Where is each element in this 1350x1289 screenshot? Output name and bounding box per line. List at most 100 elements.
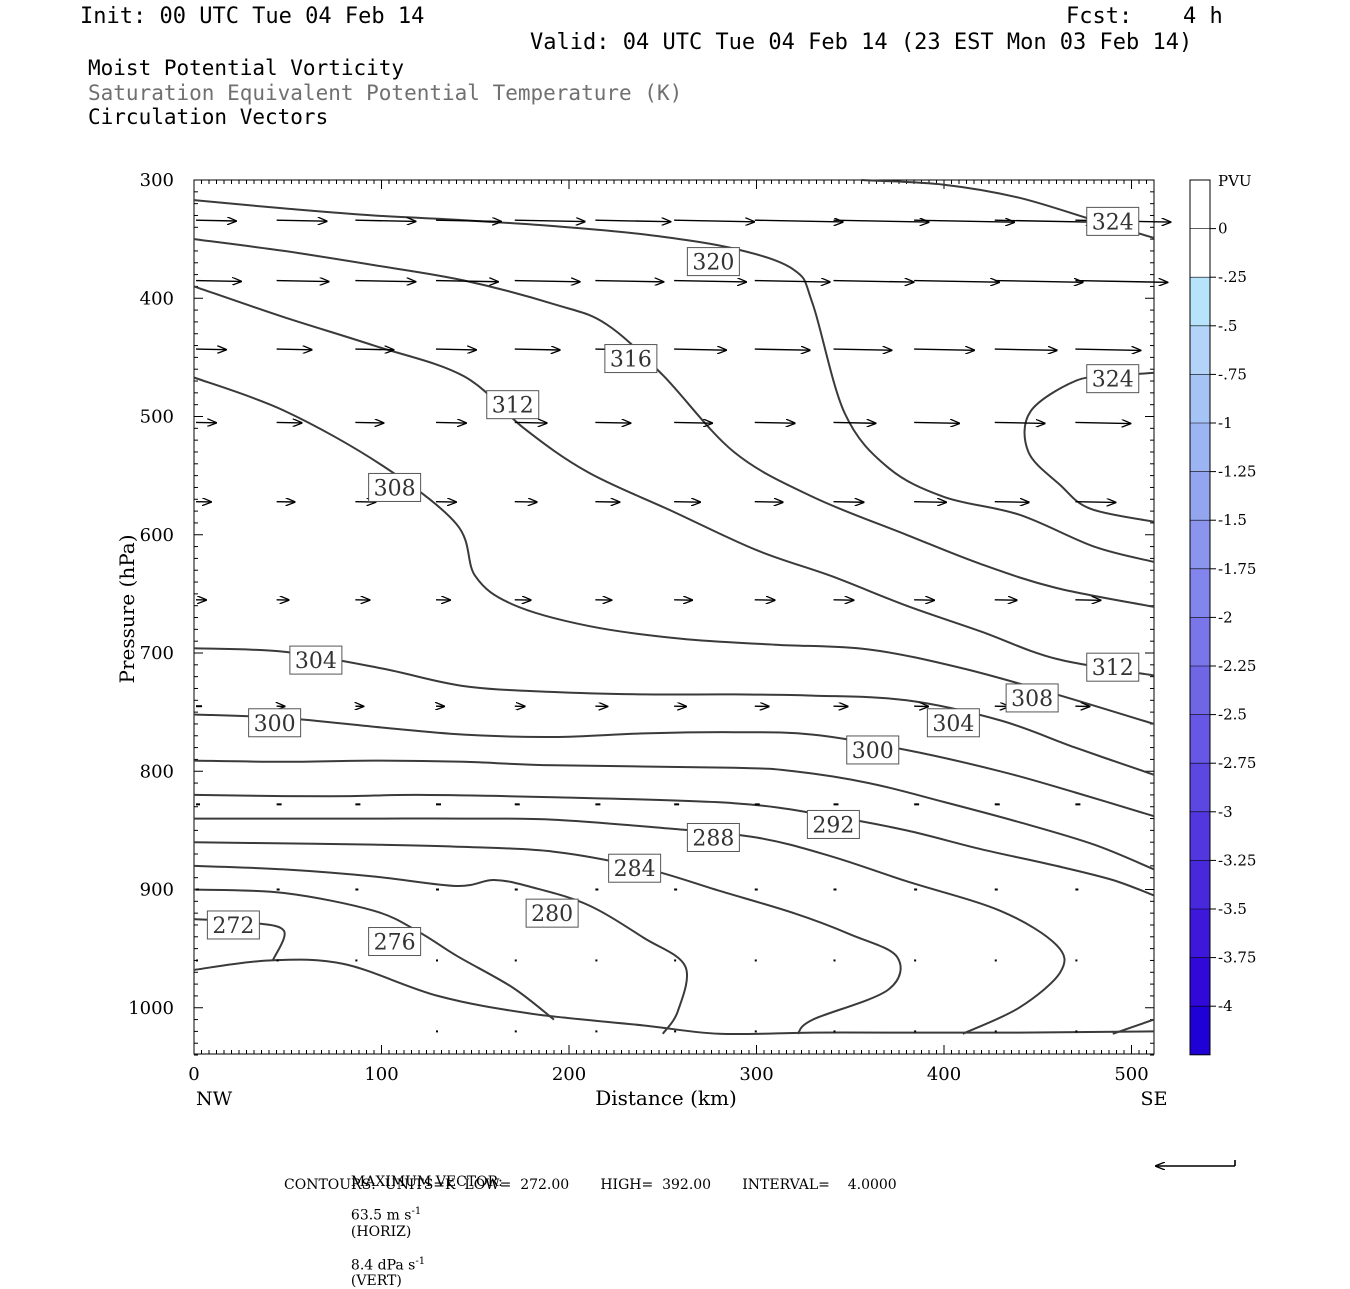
circulation-vector — [834, 281, 914, 283]
contour-info: CONTOURS: UNITS=K LOW= 272.00 HIGH= 392.… — [284, 1177, 897, 1193]
circulation-vector — [355, 349, 393, 350]
colorbar-label: -1 — [1218, 414, 1233, 432]
contour-label-316: 316 — [605, 345, 657, 373]
contour-label-292: 292 — [807, 810, 859, 838]
colorbar-swatch — [1190, 812, 1210, 861]
colorbar-swatch — [1190, 715, 1210, 764]
colorbar-swatch — [1190, 958, 1210, 1007]
x-tick-label: 100 — [364, 1064, 398, 1085]
vert-tag: (VERT) — [351, 1273, 402, 1289]
circulation-vector — [595, 220, 670, 222]
colorbar-swatch — [1190, 617, 1210, 666]
circulation-vector — [595, 422, 630, 423]
contour-label-text: 304 — [295, 649, 337, 674]
circulation-vector — [595, 281, 663, 282]
exp-vert: -1 — [415, 1256, 425, 1267]
x-tick-label: 500 — [1114, 1064, 1148, 1085]
contour-label-320: 320 — [687, 248, 739, 276]
contour-label-300: 300 — [847, 736, 899, 764]
colorbar-label: -2 — [1218, 608, 1233, 626]
circulation-vector — [1075, 422, 1130, 423]
y-tick-label: 800 — [140, 761, 174, 782]
contour-label-276: 276 — [369, 928, 421, 956]
x-tick-label: 200 — [552, 1064, 586, 1085]
circulation-vector — [436, 281, 498, 282]
contour-label-text: 300 — [852, 739, 894, 764]
contour-label-280: 280 — [526, 899, 578, 927]
contour-288 — [194, 819, 1065, 1034]
circulation-vector — [674, 502, 700, 503]
contour-label-304: 304 — [927, 709, 979, 737]
contour-label-308: 308 — [1006, 684, 1058, 712]
colorbar-swatch — [1190, 326, 1210, 375]
contour-label-284: 284 — [609, 854, 661, 882]
circulation-vector — [277, 349, 312, 350]
circulation-vector — [515, 281, 580, 282]
contour-label-text: 292 — [812, 813, 854, 838]
colorbar-swatch — [1190, 472, 1210, 521]
contour-label-text: 324 — [1092, 210, 1134, 235]
contour-312 — [194, 286, 1154, 675]
y-tick-label: 500 — [140, 407, 174, 428]
colorbar-swatch — [1190, 860, 1210, 909]
y-tick-label: 600 — [140, 525, 174, 546]
colorbar-unit: PVU — [1218, 172, 1252, 190]
contour-label-288: 288 — [687, 823, 739, 851]
y-tick-label: 400 — [140, 288, 174, 309]
max-vector-horiz: 63.5 m s — [351, 1208, 412, 1224]
colorbar-label: -.75 — [1218, 365, 1247, 383]
colorbar-label: -2.75 — [1218, 754, 1256, 772]
circulation-vector — [914, 281, 999, 283]
circulation-vector — [1075, 600, 1100, 601]
circulation-vector — [755, 422, 795, 423]
contour-label-text: 300 — [254, 712, 296, 737]
circulation-vector — [196, 281, 241, 282]
y-tick-label: 700 — [140, 643, 174, 664]
colorbar-label: -3 — [1218, 803, 1233, 821]
horiz-tag: (HORIZ) — [351, 1224, 411, 1240]
circulation-vector — [995, 281, 1083, 283]
colorbar-swatch — [1190, 666, 1210, 715]
colorbar-swatch — [1190, 374, 1210, 423]
contour-label-324: 324 — [1087, 365, 1139, 393]
plot-frame — [194, 180, 1154, 1054]
contour-label-312: 312 — [487, 391, 539, 419]
contour-label-text: 316 — [610, 348, 652, 373]
contour-label-text: 280 — [531, 902, 573, 927]
circulation-vector — [436, 220, 501, 221]
colorbar-label: -2.5 — [1218, 706, 1247, 724]
circulation-vector — [995, 349, 1057, 350]
circulation-vector — [674, 422, 712, 423]
contour-324 — [1025, 373, 1154, 522]
circulation-vector — [436, 422, 466, 423]
y-axis-title: Pressure (hPa) — [115, 535, 139, 684]
colorbar-swatch — [1190, 763, 1210, 812]
circulation-vector — [515, 422, 547, 423]
colorbar-label: -.5 — [1218, 317, 1237, 335]
y-tick-label: 300 — [140, 170, 174, 191]
circulation-vector — [196, 349, 226, 350]
colorbar-swatch — [1190, 229, 1210, 278]
x-axis-title: Distance (km) — [595, 1086, 737, 1110]
contour-label-text: 272 — [212, 914, 254, 939]
circulation-vector — [515, 220, 585, 221]
colorbar-label: -.25 — [1218, 268, 1247, 286]
circulation-vector — [755, 349, 810, 350]
contour-296 — [194, 761, 1154, 870]
contour-label-272: 272 — [207, 911, 259, 939]
colorbar-swatch — [1190, 520, 1210, 569]
se-endpoint-label: SE — [1141, 1088, 1168, 1110]
x-tick-label: 0 — [188, 1064, 199, 1085]
contour-label-text: 308 — [374, 476, 416, 501]
circulation-vector — [674, 281, 746, 282]
circulation-vector — [355, 422, 383, 423]
contour-label-312: 312 — [1087, 653, 1139, 681]
colorbar-swatch — [1190, 909, 1210, 958]
circulation-vector — [1075, 502, 1115, 503]
circulation-vector — [995, 422, 1045, 423]
circulation-vector — [674, 220, 754, 222]
colorbar-label: -1.75 — [1218, 560, 1256, 578]
colorbar-swatch — [1190, 1006, 1210, 1055]
circulation-vector — [995, 502, 1029, 503]
circulation-vector — [196, 220, 236, 221]
